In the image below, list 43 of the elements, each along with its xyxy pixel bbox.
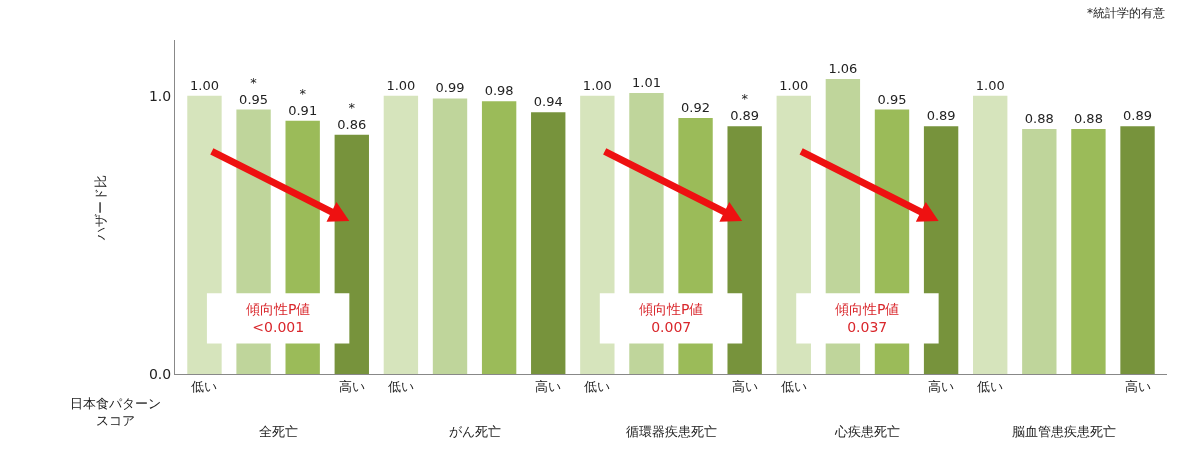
data-label: 1.01 (631, 74, 661, 90)
x-tick-label: 高い (535, 378, 562, 394)
data-label: 1.00 (189, 77, 219, 93)
x-tick-label: 高い (1124, 378, 1151, 394)
data-label: 0.99 (435, 80, 465, 96)
data-label: 1.00 (779, 77, 809, 93)
annotation: 傾向性P値 0.007 (639, 301, 704, 336)
data-label: 0.94 (533, 94, 563, 110)
data-label: 0.88 (1024, 111, 1054, 127)
data-label: 1.00 (582, 77, 612, 93)
x-tick-label: 低い (191, 378, 218, 394)
data-label: * 0.91 (288, 85, 318, 118)
data-label: * 0.89 (730, 91, 760, 124)
text: 全死亡 (259, 424, 298, 439)
text: 脳血管患疾患死亡 (1012, 424, 1116, 439)
annotation: 傾向性P値 <0.001 (246, 301, 311, 336)
text: 心疾患死亡 (834, 424, 900, 439)
data-label: 1.00 (975, 77, 1005, 93)
x-tick-label: 高い (731, 378, 758, 394)
data-label: 0.92 (681, 99, 711, 115)
data-label: 0.88 (1073, 111, 1103, 127)
x-tick-label: 低い (977, 378, 1004, 394)
data-label: 1.06 (828, 60, 858, 76)
data-label: 0.98 (484, 83, 514, 99)
x-tick-label: 高い (338, 378, 365, 394)
x-tick-label: 低い (780, 378, 807, 394)
y-tick-label: 1.0 (148, 87, 172, 104)
y-tick-label: 0.0 (148, 365, 172, 382)
data-label: 0.89 (926, 108, 956, 124)
data-label: * 0.86 (337, 99, 367, 132)
x-tick-label: 高い (928, 378, 955, 394)
text: 循環器疾患死亡 (626, 424, 717, 439)
x-axis-title: 日本食パターンスコア (70, 396, 161, 428)
y-axis-title: ハザード比 (92, 174, 108, 241)
x-tick-label: 低い (584, 378, 611, 394)
x-tick-label: 低い (387, 378, 414, 394)
data-label: 0.89 (1123, 108, 1153, 124)
data-label: 1.00 (386, 77, 416, 93)
data-label: * 0.95 (239, 74, 269, 107)
data-label: 0.95 (877, 91, 907, 107)
text: がん死亡 (449, 424, 501, 439)
text: *統計学的有意 (1087, 6, 1165, 20)
annotation: 傾向性P値 0.037 (835, 301, 900, 336)
